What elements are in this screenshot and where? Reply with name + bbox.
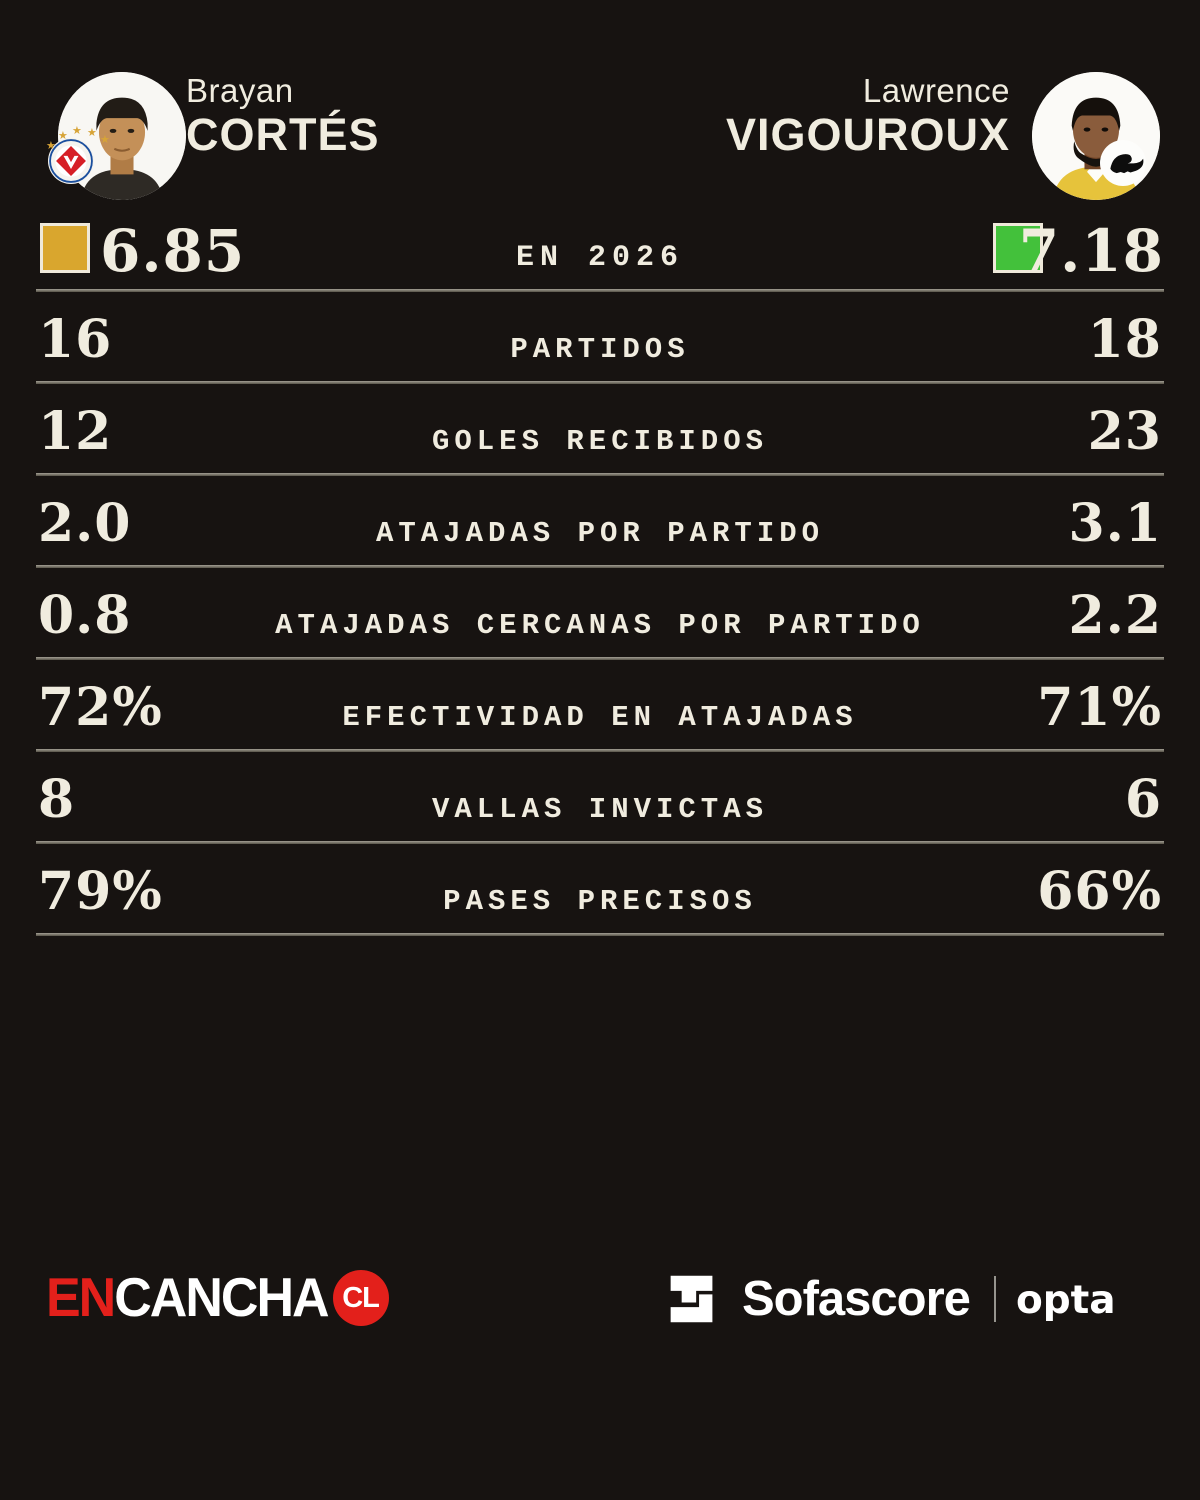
sofascore-wordmark: Sofascore bbox=[742, 1272, 971, 1326]
player-name-right: Lawrence VIGOUROUX bbox=[726, 72, 1010, 160]
badge-star-icon: ★ bbox=[100, 134, 110, 146]
stat-label: ATAJADAS CERCANAS POR PARTIDO bbox=[275, 609, 925, 642]
stat-label: GOLES RECIBIDOS bbox=[431, 425, 769, 458]
rating-left: 6.85 bbox=[100, 217, 246, 285]
badge-star-icon: ★ bbox=[46, 140, 56, 152]
argentinos-juniors-badge-icon bbox=[48, 138, 94, 184]
rating-right: 7.18 bbox=[1018, 217, 1164, 285]
row-divider bbox=[36, 657, 1164, 660]
stat-value-left: 8 bbox=[38, 769, 76, 830]
stat-value-right: 6 bbox=[1124, 769, 1162, 830]
encancha-cl-text: CL bbox=[342, 1281, 380, 1314]
badge-star-icon: ★ bbox=[72, 125, 82, 137]
row-divider bbox=[36, 565, 1164, 568]
row-divider bbox=[36, 933, 1164, 936]
stat-row-pases-precisos: 79% PASES PRECISOS 66% bbox=[0, 844, 1200, 933]
stat-value-right: 23 bbox=[1087, 401, 1162, 462]
encancha-cl-badge-icon: CL bbox=[332, 1270, 389, 1326]
last-name-left: CORTÉS bbox=[186, 109, 380, 160]
last-name-right: VIGOUROUX bbox=[725, 109, 1010, 160]
first-name-right: Lawrence bbox=[862, 72, 1010, 109]
rating-square-right-icon bbox=[993, 223, 1043, 273]
stat-value-left: 72% bbox=[38, 677, 163, 738]
stat-value-right: 2.2 bbox=[1068, 585, 1162, 646]
first-name-left: Brayan bbox=[186, 72, 294, 109]
player-name-left: Brayan CORTÉS bbox=[186, 72, 380, 160]
stat-value-left: 16 bbox=[38, 309, 113, 370]
swansea-city-badge-icon bbox=[1100, 140, 1146, 186]
stat-value-right: 66% bbox=[1037, 861, 1162, 922]
stat-row-efectividad: 72% EFECTIVIDAD EN ATAJADAS 71% bbox=[0, 660, 1200, 749]
stat-label: PARTIDOS bbox=[510, 333, 690, 366]
row-divider bbox=[36, 381, 1164, 384]
stat-label: VALLAS INVICTAS bbox=[431, 793, 769, 826]
stat-row-vallas-invictas: 8 VALLAS INVICTAS 6 bbox=[0, 752, 1200, 841]
footer: EN CANCHA CL Sofascore opta bbox=[0, 1262, 1200, 1342]
stats-table: 16 PARTIDOS 18 12 GOLES RECIBIDOS 23 2.0… bbox=[0, 289, 1200, 936]
stat-value-left: 2.0 bbox=[38, 493, 132, 554]
stat-label: PASES PRECISOS bbox=[443, 885, 757, 918]
row-divider bbox=[36, 749, 1164, 752]
footer-divider bbox=[993, 1276, 996, 1322]
row-divider bbox=[36, 289, 1164, 292]
opta-wordmark: opta bbox=[1015, 1278, 1116, 1323]
stat-value-left: 79% bbox=[38, 861, 163, 922]
stat-row-goles-recibidos: 12 GOLES RECIBIDOS 23 bbox=[0, 384, 1200, 473]
stat-row-partidos: 16 PARTIDOS 18 bbox=[0, 292, 1200, 381]
stat-value-left: 12 bbox=[38, 401, 113, 462]
sofascore-s-icon bbox=[666, 1270, 724, 1328]
stat-value-left: 0.8 bbox=[38, 585, 132, 646]
stat-label: EFECTIVIDAD EN ATAJADAS bbox=[342, 701, 858, 734]
stat-value-right: 18 bbox=[1087, 309, 1162, 370]
stat-row-atajadas-por-partido: 2.0 ATAJADAS POR PARTIDO 3.1 bbox=[0, 476, 1200, 565]
stat-value-right: 71% bbox=[1037, 677, 1162, 738]
row-divider bbox=[36, 841, 1164, 844]
encancha-logo: EN CANCHA CL bbox=[46, 1267, 389, 1329]
sofascore-logo: Sofascore opta bbox=[666, 1266, 1116, 1332]
badge-star-icon: ★ bbox=[58, 130, 68, 142]
stat-row-atajadas-cercanas: 0.8 ATAJADAS CERCANAS POR PARTIDO 2.2 bbox=[0, 568, 1200, 657]
rating-row: 6.85 EN 2026 7.18 bbox=[0, 215, 1200, 289]
rating-square-left-icon bbox=[40, 223, 90, 273]
encancha-en-text: EN bbox=[46, 1267, 116, 1329]
badge-star-icon: ★ bbox=[87, 127, 97, 139]
stat-value-right: 3.1 bbox=[1068, 493, 1162, 554]
stat-label: ATAJADAS POR PARTIDO bbox=[375, 517, 825, 550]
period-label: EN 2026 bbox=[515, 241, 685, 275]
row-divider bbox=[36, 473, 1164, 476]
encancha-cancha-text: CANCHA bbox=[114, 1267, 329, 1329]
